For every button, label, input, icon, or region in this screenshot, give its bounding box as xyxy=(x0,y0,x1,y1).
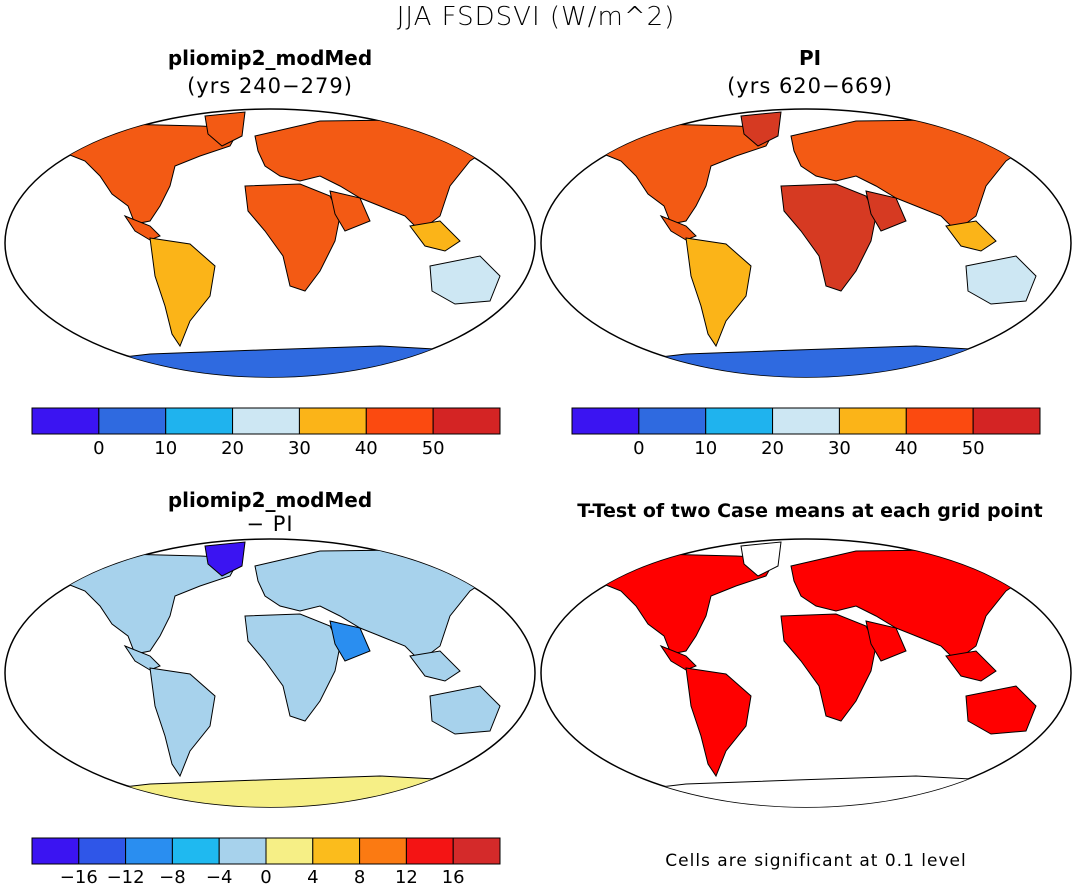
panel3-subtitle: − PI xyxy=(246,512,294,536)
map-panel-1 xyxy=(4,108,536,378)
land-southAmerica xyxy=(149,237,216,348)
land-australia xyxy=(965,255,1037,305)
colorbar-label: 40 xyxy=(355,438,378,458)
colorbar-label: 8 xyxy=(354,867,365,885)
colorbar-swatch xyxy=(165,407,234,435)
land-africa xyxy=(780,613,877,722)
land-centralAmerica xyxy=(123,214,161,241)
land-arabia xyxy=(329,620,371,662)
colorbar-label: 0 xyxy=(93,438,104,458)
colorbar-swatch xyxy=(405,837,454,865)
colorbar-swatch xyxy=(432,407,501,435)
colorbar-label: 16 xyxy=(442,867,465,885)
colorbar-label: 4 xyxy=(307,867,318,885)
colorbar-swatch xyxy=(638,407,707,435)
land-arabia xyxy=(865,190,907,232)
colorbar-swatch xyxy=(359,837,407,865)
significance-note: Cells are significant at 0.1 level xyxy=(665,851,967,871)
colorbar-swatch xyxy=(125,837,173,865)
colorbar-swatch xyxy=(312,837,361,865)
land-arabia xyxy=(865,620,907,662)
map-panel-4 xyxy=(540,538,1072,808)
colorbar-swatch xyxy=(838,407,907,435)
colorbar-panel-2: 0 10 20 30 40 50 xyxy=(571,407,1041,458)
panel1-subtitle: (yrs 240−279) xyxy=(187,74,353,98)
colorbar-label: −4 xyxy=(206,867,233,885)
colorbar-swatch xyxy=(171,837,220,865)
colorbar-swatch xyxy=(31,407,100,435)
colorbar-label: 20 xyxy=(761,438,784,458)
panel4-title: T-Test of two Case means at each grid po… xyxy=(577,500,1043,522)
colorbar-swatch xyxy=(78,837,127,865)
land-greenland xyxy=(740,111,782,147)
colorbar-swatch xyxy=(705,407,774,435)
colorbar-label: 0 xyxy=(260,867,271,885)
colorbar-panel-1: 0 10 20 30 40 50 xyxy=(31,407,501,458)
land-antarctica xyxy=(29,775,521,807)
land-southAmerica xyxy=(685,237,752,348)
land-southAmerica xyxy=(149,667,216,778)
land-centralAmerica xyxy=(659,644,697,671)
colorbar-label: 50 xyxy=(422,438,445,458)
colorbar-label: 50 xyxy=(962,438,985,458)
main-title: JJA FSDSVI (W/m^2) xyxy=(396,2,676,32)
land-africa xyxy=(244,183,341,292)
land-seAsia xyxy=(409,650,461,682)
colorbar-label: 40 xyxy=(895,438,918,458)
colorbar-swatch xyxy=(232,407,300,435)
colorbar-label: 12 xyxy=(395,867,418,885)
land-australia xyxy=(429,685,501,735)
land-greenland xyxy=(740,541,782,577)
colorbar-swatch xyxy=(98,407,167,435)
land-australia xyxy=(965,685,1037,735)
colorbar-label: 30 xyxy=(288,438,311,458)
colorbar-label: 10 xyxy=(154,438,177,458)
colorbar-label: 10 xyxy=(694,438,717,458)
colorbar-label: −8 xyxy=(159,867,186,885)
land-australia xyxy=(429,255,501,305)
land-seAsia xyxy=(945,650,997,682)
land-centralAmerica xyxy=(659,214,697,241)
land-africa xyxy=(780,183,877,292)
land-antarctica xyxy=(29,345,521,377)
colorbar-label: −16 xyxy=(60,867,98,885)
land-greenland xyxy=(204,541,246,577)
land-antarctica xyxy=(565,775,1057,807)
land-centralAmerica xyxy=(123,644,161,671)
land-arabia xyxy=(329,190,371,232)
colorbar-swatch xyxy=(365,407,434,435)
panel2-subtitle: (yrs 620−669) xyxy=(727,74,893,98)
colorbar-swatch xyxy=(265,837,314,865)
colorbar-swatch xyxy=(571,407,640,435)
colorbar-swatch xyxy=(298,407,367,435)
colorbar-label: 0 xyxy=(633,438,644,458)
colorbar-swatch xyxy=(452,837,501,865)
colorbar-label: −12 xyxy=(107,867,145,885)
colorbar-swatch xyxy=(972,407,1041,435)
colorbar-swatch xyxy=(31,837,80,865)
land-africa xyxy=(244,613,341,722)
map-panel-3 xyxy=(4,538,536,808)
colorbar-swatch xyxy=(772,407,840,435)
panel2-title: PI xyxy=(798,46,822,70)
land-greenland xyxy=(204,111,246,147)
land-antarctica xyxy=(565,345,1057,377)
land-seAsia xyxy=(409,220,461,252)
map-panel-2 xyxy=(540,108,1072,378)
colorbar-panel-3: −16 −12 −8 −4 0 4 8 12 16 xyxy=(31,837,501,885)
panel1-title: pliomip2_modMed xyxy=(167,46,373,70)
land-southAmerica xyxy=(685,667,752,778)
colorbar-label: 20 xyxy=(221,438,244,458)
land-seAsia xyxy=(945,220,997,252)
colorbar-swatch xyxy=(905,407,974,435)
colorbar-label: 30 xyxy=(828,438,851,458)
panel3-title: pliomip2_modMed xyxy=(167,488,373,512)
colorbar-swatch xyxy=(218,837,267,865)
